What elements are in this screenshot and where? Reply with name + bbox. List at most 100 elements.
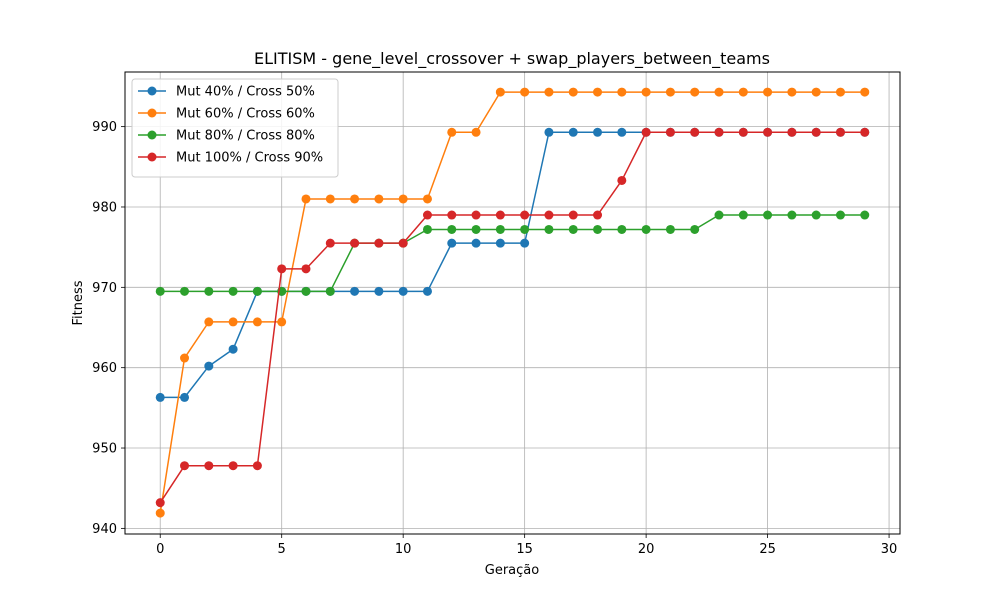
- data-point: [252, 286, 262, 296]
- series-3: [155, 210, 870, 296]
- data-point: [447, 210, 457, 220]
- data-point: [593, 210, 603, 220]
- legend-marker: [147, 86, 157, 96]
- data-point: [301, 264, 311, 274]
- y-tick-label: 970: [92, 281, 117, 296]
- data-point: [374, 194, 384, 204]
- data-point: [593, 127, 603, 137]
- data-point: [665, 224, 675, 234]
- data-point: [835, 127, 845, 137]
- data-point: [641, 127, 651, 137]
- data-point: [350, 286, 360, 296]
- data-point: [422, 210, 432, 220]
- series-layer: [155, 87, 870, 518]
- data-point: [860, 210, 870, 220]
- legend-item: Mut 60% / Cross 60%: [138, 107, 315, 122]
- legend-marker: [147, 152, 157, 162]
- y-tick-label: 940: [92, 522, 117, 537]
- data-point: [617, 127, 627, 137]
- data-point: [301, 286, 311, 296]
- y-tick-label: 980: [92, 200, 117, 215]
- legend-marker: [147, 130, 157, 140]
- legend-item: Mut 40% / Cross 50%: [138, 85, 315, 100]
- data-point: [763, 210, 773, 220]
- data-point: [860, 87, 870, 97]
- data-point: [787, 210, 797, 220]
- data-point: [544, 224, 554, 234]
- series-line: [160, 214, 865, 293]
- data-point: [787, 87, 797, 97]
- data-point: [617, 224, 627, 234]
- series-2: [155, 87, 870, 518]
- x-tick-label: 15: [516, 542, 533, 557]
- data-point: [204, 461, 214, 471]
- legend-label: Mut 60% / Cross 60%: [176, 107, 315, 122]
- data-point: [665, 87, 675, 97]
- data-point: [690, 127, 700, 137]
- y-axis-ticks: 940 950 960 970 980 990: [92, 120, 125, 537]
- data-point: [763, 87, 773, 97]
- data-point: [714, 87, 724, 97]
- data-point: [228, 286, 238, 296]
- legend-item: Mut 100% / Cross 90%: [138, 151, 323, 166]
- data-point: [155, 392, 165, 402]
- x-axis-ticks: 0 5 10 15 20 25 30: [156, 534, 897, 557]
- data-point: [520, 87, 530, 97]
- chart-title: ELITISM - gene_level_crossover + swap_pl…: [254, 49, 770, 69]
- series-4: [155, 127, 870, 508]
- data-point: [398, 194, 408, 204]
- data-point: [447, 238, 457, 248]
- data-point: [714, 210, 724, 220]
- data-point: [495, 87, 505, 97]
- data-point: [568, 87, 578, 97]
- data-point: [520, 238, 530, 248]
- data-point: [325, 286, 335, 296]
- data-point: [495, 238, 505, 248]
- data-point: [447, 127, 457, 137]
- y-tick-label: 950: [92, 442, 117, 457]
- data-point: [204, 286, 214, 296]
- data-point: [301, 194, 311, 204]
- data-point: [665, 127, 675, 137]
- legend-label: Mut 100% / Cross 90%: [176, 151, 323, 166]
- x-tick-label: 25: [759, 542, 776, 557]
- x-tick-label: 20: [638, 542, 655, 557]
- legend-marker: [147, 108, 157, 118]
- data-point: [641, 87, 651, 97]
- data-point: [568, 224, 578, 234]
- legend-item: Mut 80% / Cross 80%: [138, 129, 315, 144]
- data-point: [471, 210, 481, 220]
- data-point: [471, 238, 481, 248]
- data-point: [228, 461, 238, 471]
- data-point: [252, 317, 262, 327]
- data-point: [544, 210, 554, 220]
- x-tick-label: 10: [395, 542, 412, 557]
- data-point: [447, 224, 457, 234]
- data-point: [495, 224, 505, 234]
- data-point: [398, 238, 408, 248]
- data-point: [374, 238, 384, 248]
- x-axis-label: Geração: [485, 563, 539, 578]
- data-point: [155, 286, 165, 296]
- data-point: [180, 353, 190, 363]
- data-point: [860, 127, 870, 137]
- data-point: [422, 194, 432, 204]
- y-axis-label: Fitness: [71, 280, 86, 325]
- data-point: [180, 392, 190, 402]
- data-point: [350, 194, 360, 204]
- data-point: [398, 286, 408, 296]
- data-point: [374, 286, 384, 296]
- data-point: [252, 461, 262, 471]
- data-point: [690, 224, 700, 234]
- data-point: [835, 210, 845, 220]
- legend-label: Mut 80% / Cross 80%: [176, 129, 315, 144]
- data-point: [180, 461, 190, 471]
- data-point: [155, 508, 165, 518]
- data-point: [593, 224, 603, 234]
- data-point: [690, 87, 700, 97]
- data-point: [835, 87, 845, 97]
- data-point: [763, 127, 773, 137]
- data-point: [520, 224, 530, 234]
- data-point: [228, 344, 238, 354]
- data-point: [325, 194, 335, 204]
